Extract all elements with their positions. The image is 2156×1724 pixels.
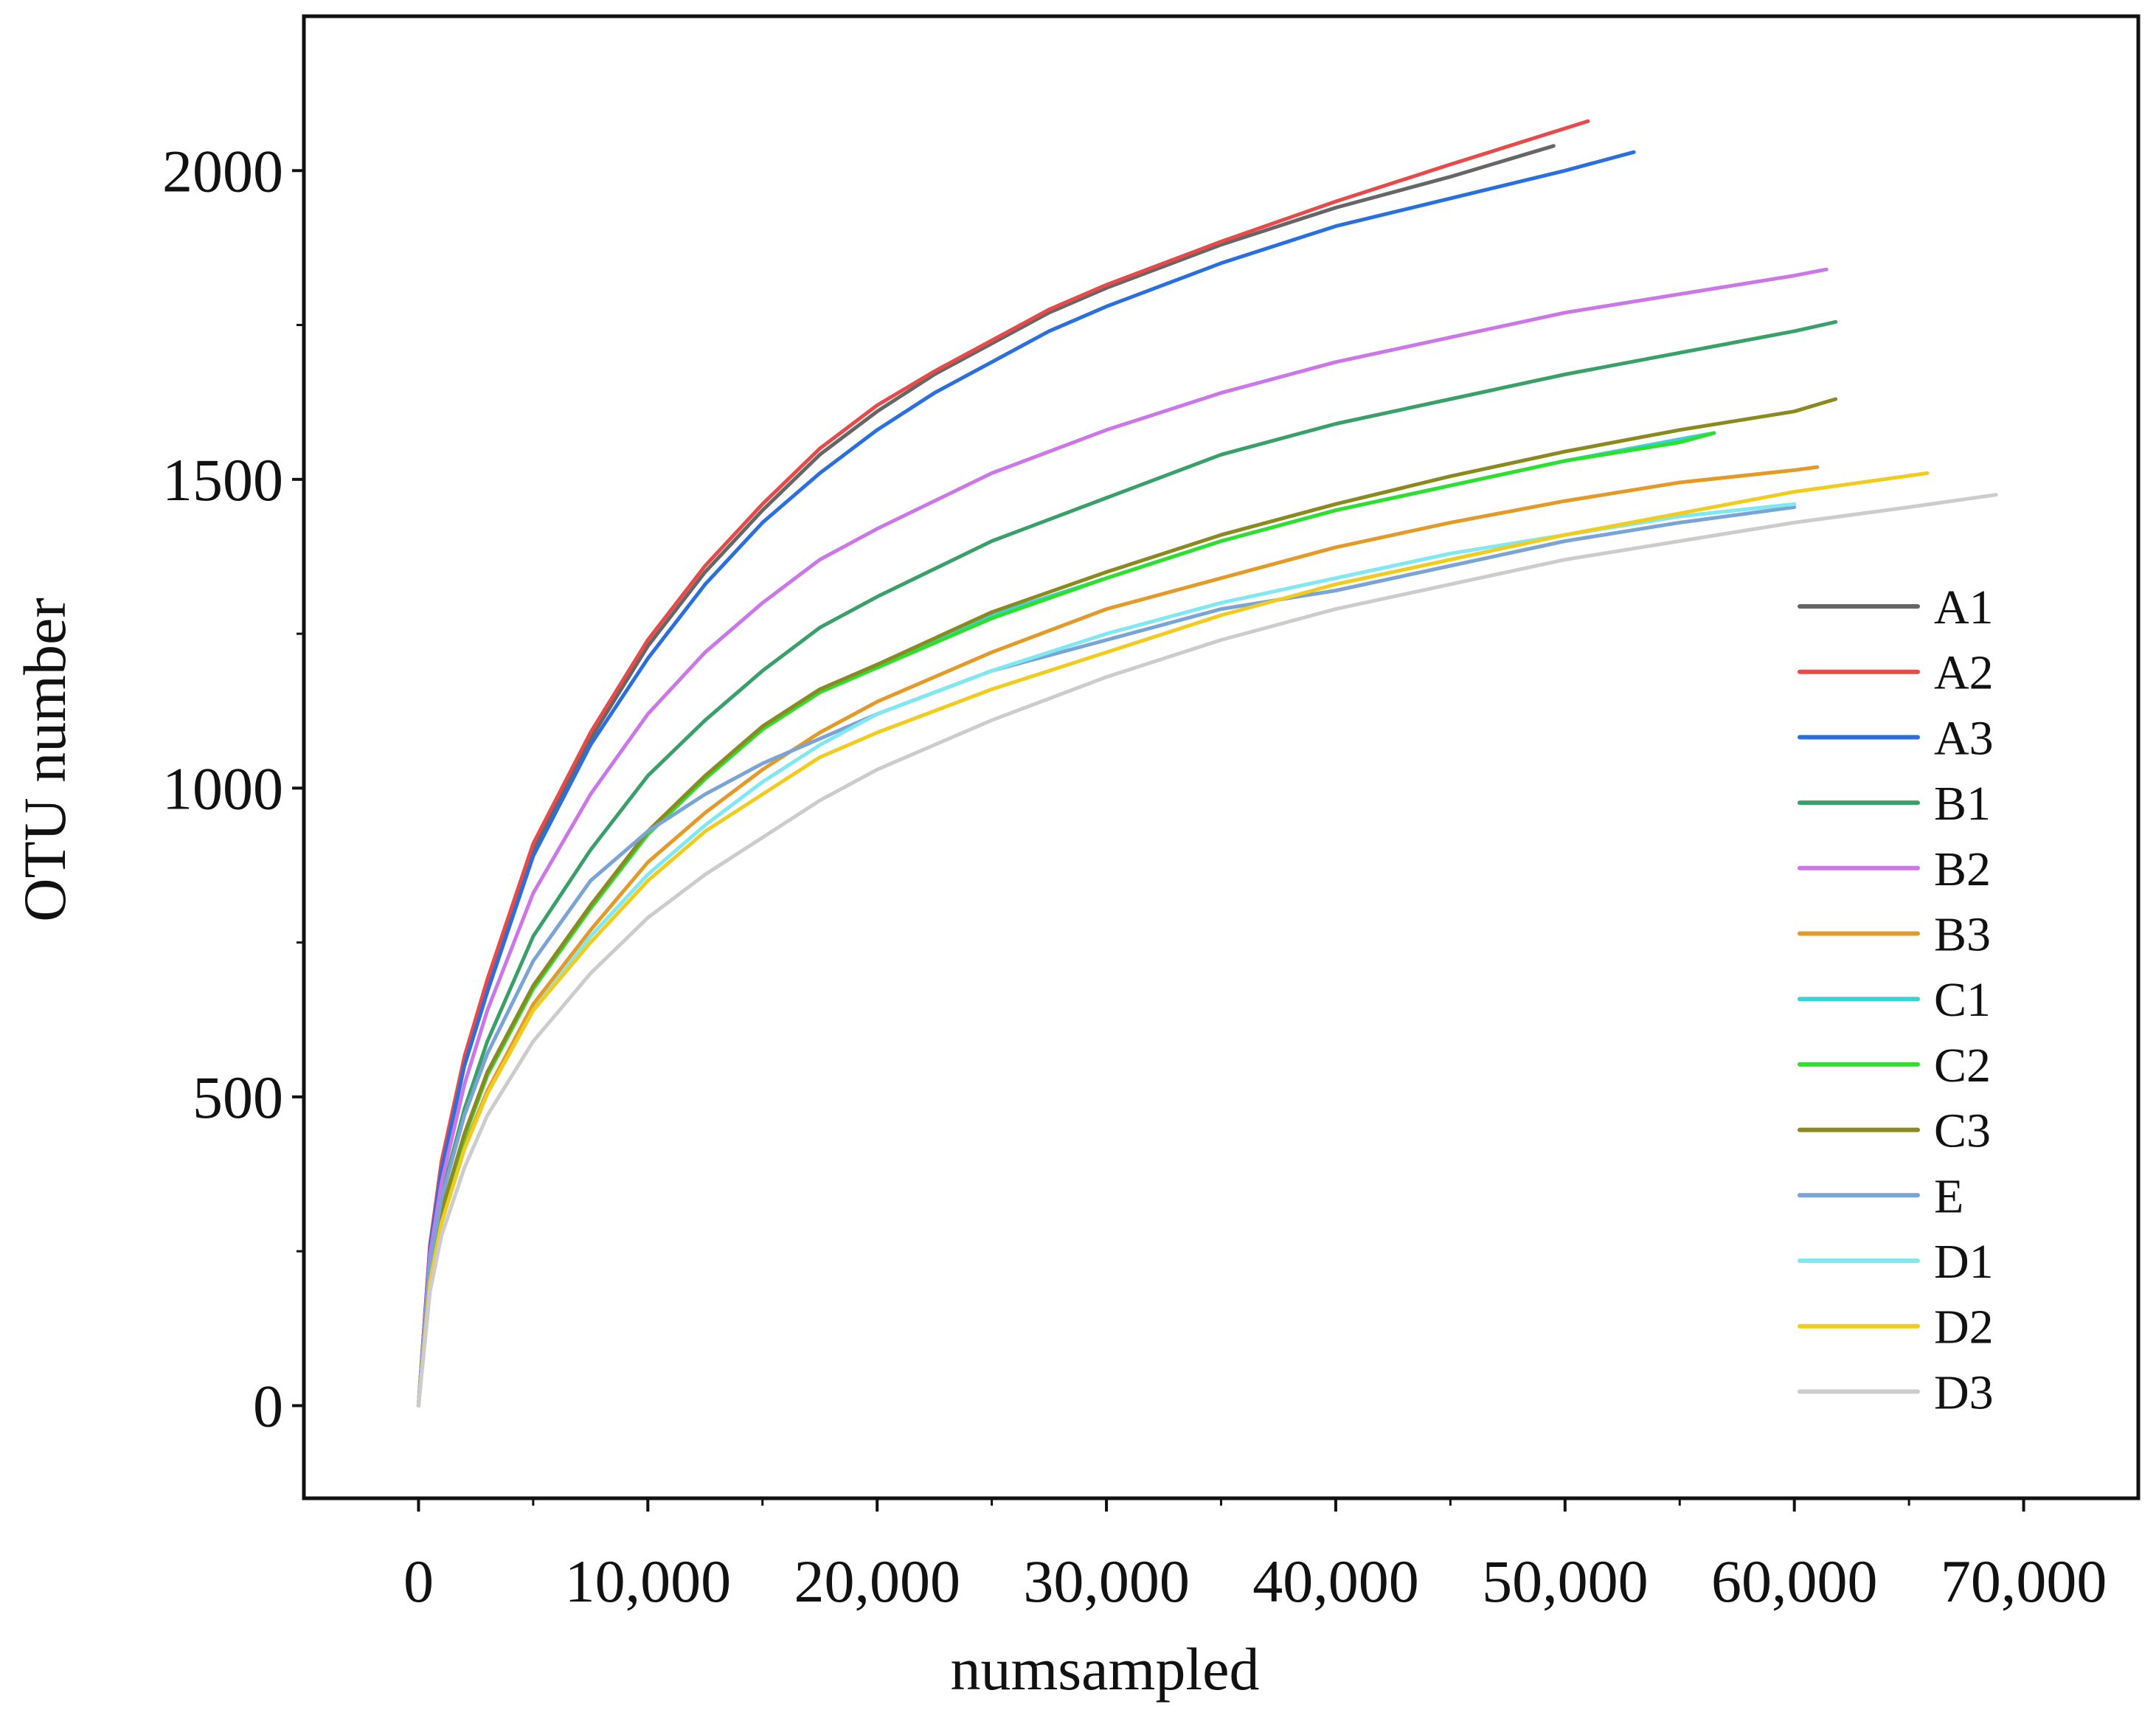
series-lines <box>416 119 1998 1408</box>
series-line-a2 <box>416 119 1590 1408</box>
legend-label-b1: B1 <box>1934 777 1991 831</box>
y-tick-label: 500 <box>193 1064 283 1131</box>
legend-label-d1: D1 <box>1934 1235 1994 1289</box>
x-tick-label: 0 <box>403 1548 434 1615</box>
y-tick-label: 1000 <box>162 755 283 822</box>
series-line-d2 <box>416 471 1930 1408</box>
x-tick-label: 60,000 <box>1711 1548 1878 1615</box>
legend-label-b3: B3 <box>1934 908 1991 962</box>
y-tick-label: 1500 <box>162 446 283 513</box>
x-tick-label: 40,000 <box>1252 1548 1419 1615</box>
legend-label-d3: D3 <box>1934 1365 1994 1419</box>
series-line-d3 <box>416 493 1998 1408</box>
legend-label-c2: C2 <box>1934 1039 1991 1093</box>
x-tick-label: 30,000 <box>1023 1548 1190 1615</box>
series-line-b1 <box>416 319 1838 1408</box>
x-tick-label: 20,000 <box>794 1548 960 1615</box>
y-tick-label: 2000 <box>162 137 283 204</box>
y-tick-label: 0 <box>253 1372 283 1439</box>
legend-label-b2: B2 <box>1934 842 1991 896</box>
legend: A1 A2 A3 B1 B2 B3 C1 C2 C3 E D1 D2 D3 <box>1798 581 1994 1419</box>
axes: 0 10,000 20,000 30,000 40,000 50,000 60,000 70,… <box>162 137 2107 1615</box>
y-axis-title: OTU number <box>11 598 78 922</box>
series-line-c3 <box>416 397 1838 1408</box>
series-line-a3 <box>416 150 1636 1408</box>
series-line-e <box>416 505 1797 1408</box>
series-line-b2 <box>416 267 1829 1408</box>
legend-label-a2: A2 <box>1934 646 1994 700</box>
legend-label-c1: C1 <box>1934 973 1991 1027</box>
legend-label-a3: A3 <box>1934 711 1994 765</box>
legend-label-e: E <box>1934 1169 1963 1223</box>
x-tick-label: 70,000 <box>1941 1548 2107 1615</box>
x-tick-label: 10,000 <box>565 1548 732 1615</box>
legend-label-d2: D2 <box>1934 1301 1994 1354</box>
x-axis-title: numsampled <box>950 1635 1259 1703</box>
legend-label-c3: C3 <box>1934 1104 1991 1158</box>
legend-label-a1: A1 <box>1934 581 1994 634</box>
x-tick-label: 50,000 <box>1482 1548 1649 1615</box>
